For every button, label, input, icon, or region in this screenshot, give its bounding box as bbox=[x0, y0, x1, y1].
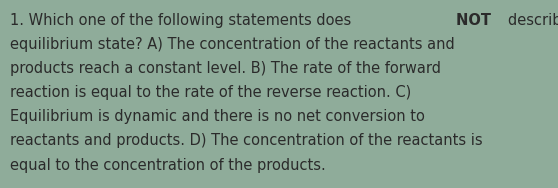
Text: products reach a constant level. B) The rate of the forward: products reach a constant level. B) The … bbox=[10, 61, 441, 76]
Text: Equilibrium is dynamic and there is no net conversion to: Equilibrium is dynamic and there is no n… bbox=[10, 109, 425, 124]
Text: describe the: describe the bbox=[508, 13, 558, 28]
Text: NOT: NOT bbox=[456, 13, 497, 28]
Text: reaction is equal to the rate of the reverse reaction. C): reaction is equal to the rate of the rev… bbox=[10, 85, 411, 100]
Text: equal to the concentration of the products.: equal to the concentration of the produc… bbox=[10, 158, 326, 173]
Text: 1. Which one of the following statements does: 1. Which one of the following statements… bbox=[10, 13, 356, 28]
Text: reactants and products. D) The concentration of the reactants is: reactants and products. D) The concentra… bbox=[10, 133, 483, 149]
Text: equilibrium state? A) The concentration of the reactants and: equilibrium state? A) The concentration … bbox=[10, 37, 455, 52]
